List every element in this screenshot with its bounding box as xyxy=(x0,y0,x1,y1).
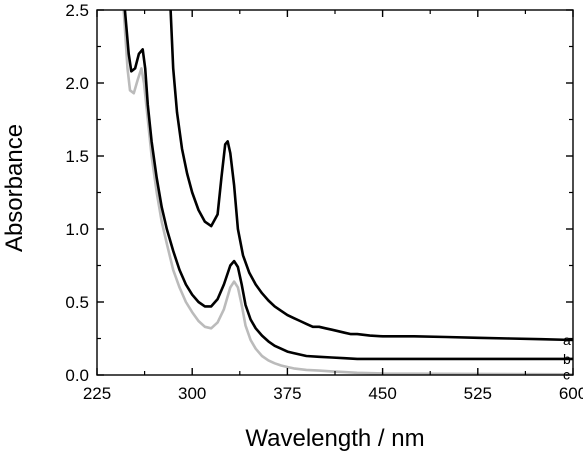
y-axis-ticks: 0.0 0.5 1.0 1.5 2.0 2.5 xyxy=(65,1,573,385)
x-tick-label: 300 xyxy=(178,384,206,403)
series-line-a xyxy=(169,10,573,342)
x-axis-title: Wavelength / nm xyxy=(245,425,424,452)
x-tick-label: 375 xyxy=(273,384,301,403)
y-axis-title: Absorbance xyxy=(1,124,28,252)
y-tick-label: 1.5 xyxy=(65,147,89,166)
x-axis-ticks: 225 300 375 450 525 600 xyxy=(83,10,583,403)
x-tick-label: 525 xyxy=(464,384,492,403)
y-tick-label: 2.0 xyxy=(65,74,89,93)
series-line-b xyxy=(123,10,573,361)
series-label-b: b xyxy=(563,351,571,367)
y-tick-label: 0.0 xyxy=(65,366,89,385)
plot-frame xyxy=(96,9,574,376)
series-line-c xyxy=(122,10,573,375)
series-label-a: a xyxy=(563,332,571,348)
x-tick-label: 600 xyxy=(559,384,583,403)
y-tick-label: 1.0 xyxy=(65,220,89,239)
x-tick-label: 450 xyxy=(368,384,396,403)
y-tick-label: 2.5 xyxy=(65,1,89,20)
series-label-c: c xyxy=(563,366,570,382)
x-tick-label: 225 xyxy=(83,384,111,403)
plot-area: abc xyxy=(96,9,574,382)
y-tick-label: 0.5 xyxy=(65,293,89,312)
